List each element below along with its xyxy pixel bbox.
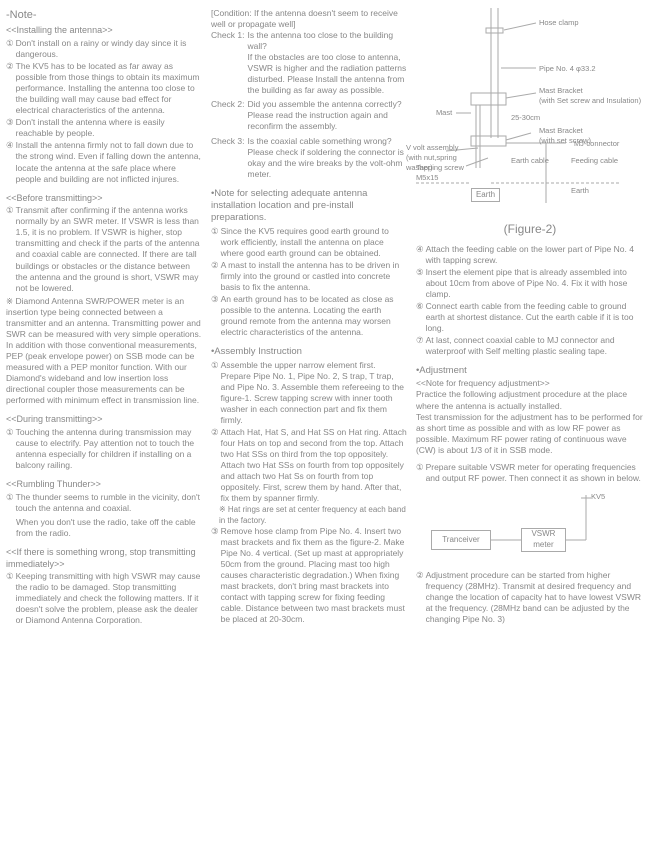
lbl-mast-bracket1: Mast Bracket (with Set screw and Insulat… xyxy=(539,86,641,106)
adj-sub: <<Note for frequency adjustment>> xyxy=(416,378,644,389)
lbl-kv5: KV5 xyxy=(591,492,605,502)
circled-2-icon: ② xyxy=(211,260,219,271)
note2-2: A mast to install the antenna has to be … xyxy=(221,260,408,293)
check-label: Check 1: xyxy=(211,30,245,41)
circled-1-icon: ① xyxy=(416,462,424,473)
check-label: Check 3: xyxy=(211,136,245,147)
circled-num-icon: ⑤ xyxy=(416,267,424,278)
check-item: Check 2:Did you assemble the antenna cor… xyxy=(211,99,408,132)
step-text: Connect earth cable from the feeding cab… xyxy=(426,301,644,334)
circled-num-icon: ④ xyxy=(416,244,424,255)
adjustment-title: •Adjustment xyxy=(416,365,644,377)
condition: [Condition: If the antenna doesn't seem … xyxy=(211,8,408,30)
page-columns: -Note- <<Installing the antenna>> ①Don't… xyxy=(6,8,644,627)
assembly-step: ⑥Connect earth cable from the feeding ca… xyxy=(416,301,644,334)
swr-note: ※ Diamond Antenna SWR/POWER meter is an … xyxy=(6,296,203,406)
circled-1-icon: ① xyxy=(6,492,14,503)
circled-2-icon: ② xyxy=(211,427,219,438)
before-tx-1: Transmit after confirming if the antenna… xyxy=(16,205,203,293)
earth-box: Earth xyxy=(471,188,500,202)
circled-1-icon: ① xyxy=(6,205,14,216)
adj-intro: Practice the following adjustment proced… xyxy=(416,389,644,455)
asm-1: Assemble the upper narrow element first.… xyxy=(221,360,408,426)
install-3: Don't install the antenna where is easil… xyxy=(16,117,203,139)
circled-3-icon: ③ xyxy=(211,294,219,305)
connection-diagram: KV5 Tranceiver VSWR meter xyxy=(416,490,644,570)
check-item: Check 3:Is the coaxial cable something w… xyxy=(211,136,408,180)
circled-num-icon: ⑦ xyxy=(416,335,424,346)
checks: Check 1:Is the antenna too close to the … xyxy=(211,30,408,180)
lbl-feeding: Feeding cable xyxy=(571,156,618,166)
step-text: At last, connect coaxial cable to MJ con… xyxy=(426,335,644,357)
circled-3-icon: ③ xyxy=(211,526,219,537)
wrong-1: Keeping transmitting with high VSWR may … xyxy=(16,571,203,626)
thunder-extra: When you don't use the radio, take off t… xyxy=(6,517,203,539)
check-text: Is the coaxial cable something wrong? Pl… xyxy=(248,136,408,180)
before-tx-title: <<Before transmitting>> xyxy=(6,193,203,205)
lbl-earth-cable: Earth cable xyxy=(511,156,549,166)
circled-num-icon: ⑥ xyxy=(416,301,424,312)
during-tx-1: Touching the antenna during transmission… xyxy=(16,427,203,471)
tranceiver-box: Tranceiver xyxy=(431,530,491,550)
step-text: Attach the feeding cable on the lower pa… xyxy=(426,244,644,266)
circled-1-icon: ① xyxy=(6,38,14,49)
check-text: Did you assemble the antenna correctly? … xyxy=(248,99,408,132)
asm-3: Remove hose clamp from Pipe No. 4. Inser… xyxy=(221,526,408,625)
circled-1-icon: ① xyxy=(6,571,14,582)
install-1: Don't install on a rainy or windy day si… xyxy=(16,38,203,60)
lbl-mast: Mast xyxy=(436,108,452,118)
assembly-steps-cont: ④Attach the feeding cable on the lower p… xyxy=(416,244,644,357)
lbl-tapping: Tapping screw M5x15 xyxy=(416,163,464,183)
note-selecting-title: •Note for selecting adequate antenna ins… xyxy=(211,188,408,225)
figure-2-caption: (Figure-2) xyxy=(416,222,644,238)
column-1: -Note- <<Installing the antenna>> ①Don't… xyxy=(6,8,203,627)
figure-2: Hose clamp Pipe No. 4 φ33.2 Mast Bracket… xyxy=(416,8,644,218)
assembly-step: ⑤Insert the element pipe that is already… xyxy=(416,267,644,300)
circled-1-icon: ① xyxy=(6,427,14,438)
note-title: -Note- xyxy=(6,8,203,22)
asm-star: ※ Hat rings are set at center frequency … xyxy=(211,505,408,526)
wrong-title: <<If there is something wrong, stop tran… xyxy=(6,547,203,570)
adj-1: Prepare suitable VSWR meter for operatin… xyxy=(426,462,644,484)
thunder-1: The thunder seems to rumble in the vicin… xyxy=(16,492,203,514)
assembly-step: ④Attach the feeding cable on the lower p… xyxy=(416,244,644,266)
adj-2: Adjustment procedure can be started from… xyxy=(426,570,644,625)
lbl-pipe4: Pipe No. 4 φ33.2 xyxy=(539,64,596,74)
asm-2: Attach Hat, Hat S, and Hat SS on Hat rin… xyxy=(221,427,408,504)
check-text: Is the antenna too close to the building… xyxy=(248,30,408,96)
check-item: Check 1:Is the antenna too close to the … xyxy=(211,30,408,96)
column-2: [Condition: If the antenna doesn't seem … xyxy=(211,8,408,627)
circled-1-icon: ① xyxy=(211,226,219,237)
note2-3: An earth ground has to be located as clo… xyxy=(221,294,408,338)
lbl-dist: 25-30cm xyxy=(511,113,540,123)
step-text: Insert the element pipe that is already … xyxy=(426,267,644,300)
lbl-mj: MJ-connector xyxy=(574,139,619,149)
installing-list: ①Don't install on a rainy or windy day s… xyxy=(6,38,203,185)
lbl-hose-clamp: Hose clamp xyxy=(539,18,579,28)
lbl-earth2: Earth xyxy=(571,186,589,196)
column-3: Hose clamp Pipe No. 4 φ33.2 Mast Bracket… xyxy=(416,8,644,627)
during-tx-title: <<During transmitting>> xyxy=(6,414,203,426)
circled-2-icon: ② xyxy=(416,570,424,581)
assembly-step: ⑦At last, connect coaxial cable to MJ co… xyxy=(416,335,644,357)
check-label: Check 2: xyxy=(211,99,245,110)
install-2: The KV5 has to be located as far away as… xyxy=(16,61,203,116)
circled-1-icon: ① xyxy=(211,360,219,371)
note2-1: Since the KV5 requires good earth ground… xyxy=(221,226,408,259)
vswr-box: VSWR meter xyxy=(521,528,566,552)
installing-title: <<Installing the antenna>> xyxy=(6,25,203,37)
circled-3-icon: ③ xyxy=(6,117,14,128)
circled-4-icon: ④ xyxy=(6,140,14,151)
thunder-title: <<Rumbling Thunder>> xyxy=(6,479,203,491)
install-4: Install the antenna firmly not to fall d… xyxy=(16,140,203,184)
assembly-title: •Assembly Instruction xyxy=(211,346,408,358)
circled-2-icon: ② xyxy=(6,61,14,72)
